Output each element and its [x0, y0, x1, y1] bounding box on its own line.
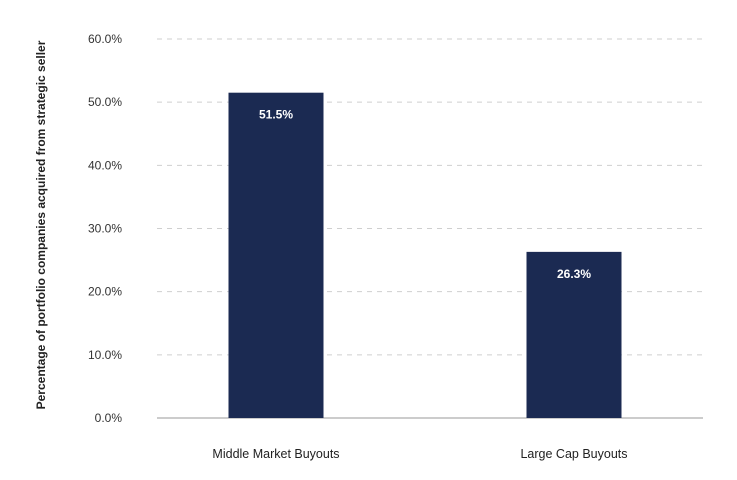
x-axis-category-labels: Middle Market Buyouts Large Cap Buyouts: [212, 447, 627, 461]
bar-value-label: 51.5%: [259, 108, 293, 122]
bar: [228, 92, 324, 419]
y-tick-label: 50.0%: [88, 95, 122, 109]
bar-value-labels: 51.5% 26.3%: [259, 108, 591, 281]
y-axis-tick-labels: 0.0% 10.0% 20.0% 30.0% 40.0% 50.0% 60.0%: [88, 32, 122, 425]
y-axis-title: Percentage of portfolio companies acquir…: [34, 40, 48, 409]
y-tick-label: 30.0%: [88, 222, 122, 236]
x-category-label: Middle Market Buyouts: [212, 447, 339, 461]
y-tick-label: 20.0%: [88, 285, 122, 299]
y-tick-label: 40.0%: [88, 158, 122, 172]
y-tick-label: 0.0%: [95, 411, 123, 425]
bars: [228, 92, 622, 419]
x-category-label: Large Cap Buyouts: [520, 447, 627, 461]
bar: [526, 251, 622, 418]
y-tick-label: 60.0%: [88, 32, 122, 46]
bar-value-label: 26.3%: [557, 267, 591, 281]
y-tick-label: 10.0%: [88, 348, 122, 362]
